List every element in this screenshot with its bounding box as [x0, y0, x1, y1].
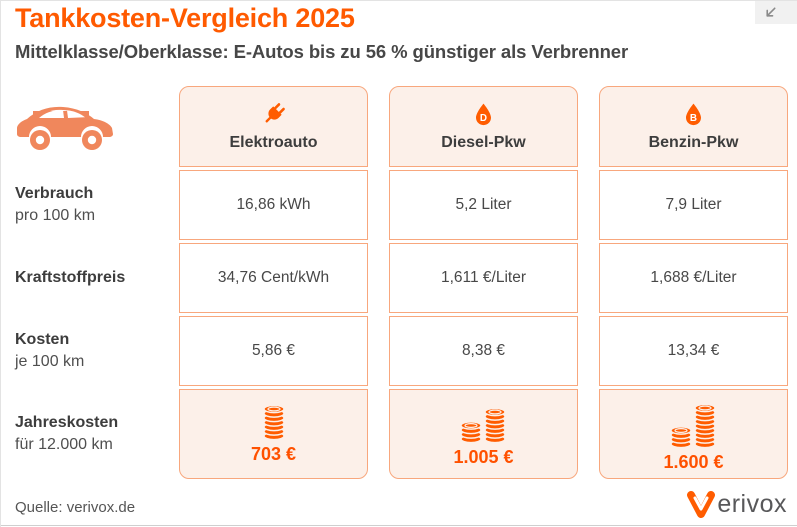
- column-header-elektroauto: Elektroauto: [179, 86, 368, 167]
- cell-value: 5,2 Liter: [455, 196, 512, 213]
- coin-stacks-icon: [459, 400, 508, 444]
- bottom-divider: [1, 525, 797, 526]
- verivox-logo: erivox: [686, 488, 787, 520]
- verivox-v-icon: [686, 488, 716, 520]
- annual-cost: 703 €: [250, 444, 297, 464]
- cell-elektro-verbrauch: 16,86 kWh: [179, 170, 368, 240]
- coin-stacks-icon: [669, 395, 718, 449]
- coin-stack-icon: [262, 403, 286, 441]
- power-plug-icon: [261, 101, 287, 127]
- column-header-diesel: D Diesel-Pkw: [389, 86, 578, 167]
- arrow-down-left-icon: [763, 5, 778, 20]
- row-label-sub: für 12.000 km: [15, 436, 113, 453]
- source-text: Quelle: verivox.de: [15, 499, 136, 516]
- column-title: Diesel-Pkw: [441, 133, 526, 151]
- row-label-title: Jahreskosten: [15, 414, 119, 432]
- column-title: Elektroauto: [229, 134, 318, 151]
- annual-cost: 1.005 €: [453, 447, 514, 467]
- row-label-title: Kraftstoffpreis: [15, 269, 126, 287]
- page-subtitle: Mittelklasse/Oberklasse: E-Autos bis zu …: [15, 41, 629, 63]
- cell-benzin-kraftstoffpreis: 1,688 €/Liter: [599, 243, 788, 313]
- cell-diesel-kraftstoffpreis: 1,611 €/Liter: [389, 243, 578, 313]
- cell-value: 34,76 Cent/kWh: [217, 269, 330, 286]
- row-label-kraftstoffpreis: Kraftstoffpreis: [15, 243, 158, 313]
- cell-value: 8,38 €: [461, 342, 506, 359]
- logo-text: erivox: [717, 489, 787, 518]
- drop-letter: B: [690, 113, 697, 124]
- cell-value: 16,86 kWh: [236, 196, 311, 213]
- row-label-jahreskosten: Jahreskosten für 12.000 km: [15, 389, 158, 479]
- cell-value: 5,86 €: [251, 342, 296, 359]
- column-header-benzin: B Benzin-Pkw: [599, 86, 788, 167]
- cell-diesel-verbrauch: 5,2 Liter: [389, 170, 578, 240]
- cell-elektro-kosten: 5,86 €: [179, 316, 368, 386]
- header: Tankkosten-Vergleich 2025 Mittelklasse/O…: [15, 3, 628, 63]
- drop-letter: D: [480, 113, 487, 124]
- row-label-kosten: Kosten je 100 km: [15, 316, 158, 386]
- cell-elektro-kraftstoffpreis: 34,76 Cent/kWh: [179, 243, 368, 313]
- cell-value: 1,611 €/Liter: [440, 269, 527, 286]
- row-label-title: Verbrauch: [15, 185, 94, 203]
- cell-diesel-kosten: 8,38 €: [389, 316, 578, 386]
- cell-value: 7,9 Liter: [665, 196, 722, 213]
- collapse-button[interactable]: [755, 1, 797, 24]
- cell-value: 13,34 €: [667, 342, 720, 359]
- fuel-drop-b-icon: B: [681, 102, 706, 127]
- cell-benzin-jahreskosten: 1.600 €: [599, 389, 788, 479]
- cell-benzin-verbrauch: 7,9 Liter: [599, 170, 788, 240]
- fuel-drop-d-icon: D: [471, 102, 496, 127]
- row-label-sub: je 100 km: [15, 353, 85, 370]
- cell-elektro-jahreskosten: 703 €: [179, 389, 368, 479]
- column-title: Benzin-Pkw: [648, 133, 739, 151]
- car-icon: [15, 86, 158, 167]
- cell-diesel-jahreskosten: 1.005 €: [389, 389, 578, 479]
- row-label-sub: pro 100 km: [15, 207, 96, 224]
- page-title: Tankkosten-Vergleich 2025: [15, 3, 355, 33]
- cell-value: 1,688 €/Liter: [650, 269, 737, 286]
- comparison-table: Verbrauch pro 100 km Kraftstoffpreis Kos…: [15, 86, 788, 479]
- cell-benzin-kosten: 13,34 €: [599, 316, 788, 386]
- row-label-verbrauch: Verbrauch pro 100 km: [15, 170, 158, 240]
- row-label-title: Kosten: [15, 331, 70, 349]
- annual-cost: 1.600 €: [663, 452, 724, 472]
